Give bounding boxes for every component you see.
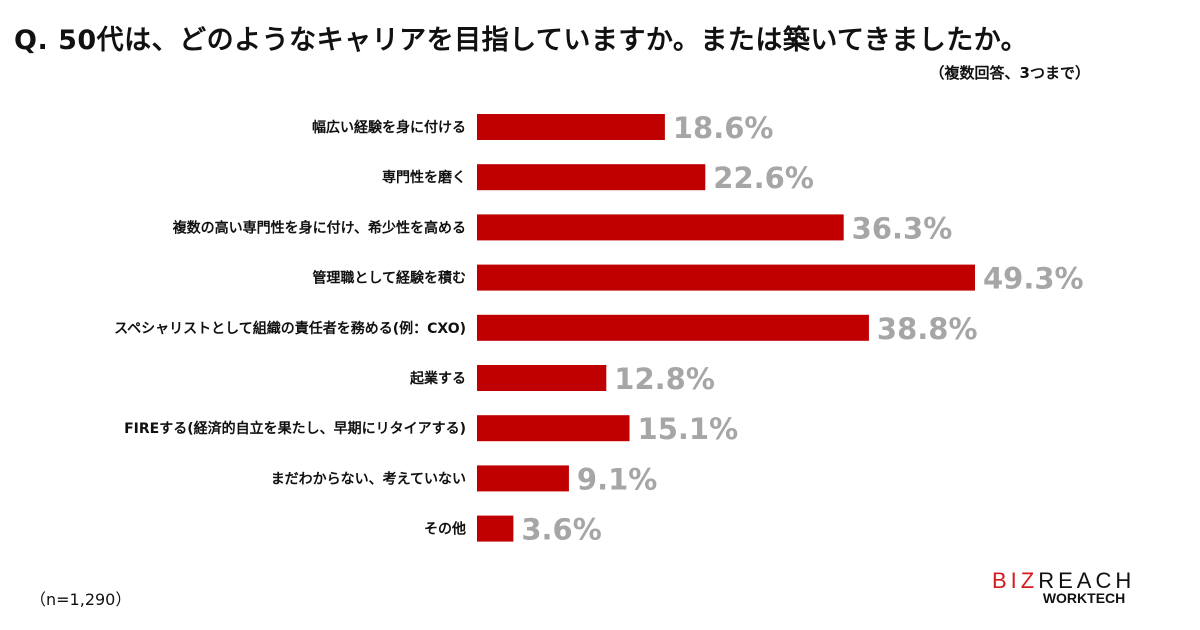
value-label: 15.1%	[638, 412, 739, 446]
category-label: 起業する	[409, 370, 466, 387]
logo-part1: BIZ	[992, 568, 1039, 593]
bar	[477, 264, 975, 291]
category-label: スペシャリストとして組織の責任者を務める(例：CXO)	[114, 320, 466, 337]
value-label: 49.3%	[983, 262, 1084, 296]
chart-title: Q. 50代は、どのようなキャリアを目指していますか。または築いてきましたか。	[14, 25, 1029, 56]
value-label: 36.3%	[852, 211, 953, 245]
bizreach-worktech-logo: BIZREACH WORKTECH	[992, 568, 1135, 606]
value-label: 9.1%	[577, 462, 657, 496]
category-label: 専門性を磨く	[382, 169, 466, 186]
value-label: 3.6%	[521, 513, 601, 547]
category-label: 幅広い経験を身に付ける	[312, 119, 466, 136]
logo-part2: REACH	[1038, 568, 1136, 593]
bar	[477, 214, 844, 241]
category-label: まだわからない、考えていない	[271, 470, 466, 487]
bar	[477, 164, 706, 191]
bar	[477, 314, 869, 341]
category-label: 管理職として経験を積む	[312, 270, 466, 287]
category-label: その他	[424, 521, 466, 538]
bar	[477, 465, 569, 492]
value-label: 12.8%	[614, 362, 715, 396]
bar	[477, 365, 607, 391]
sample-size: （n=1,290）	[30, 590, 132, 609]
bar	[477, 515, 514, 542]
chart-subtitle: （複数回答、3つまで）	[929, 64, 1090, 82]
value-label: 38.8%	[877, 312, 978, 346]
bar	[477, 114, 665, 140]
value-label: 18.6%	[673, 111, 774, 145]
category-label: 複数の高い専門性を身に付け、希少性を高める	[172, 219, 466, 236]
logo-sub: WORKTECH	[1042, 590, 1126, 606]
category-label: FIREする(経済的自立を果たし、早期にリタイアする)	[124, 420, 466, 437]
value-label: 22.6%	[713, 161, 814, 195]
bar	[477, 415, 630, 442]
